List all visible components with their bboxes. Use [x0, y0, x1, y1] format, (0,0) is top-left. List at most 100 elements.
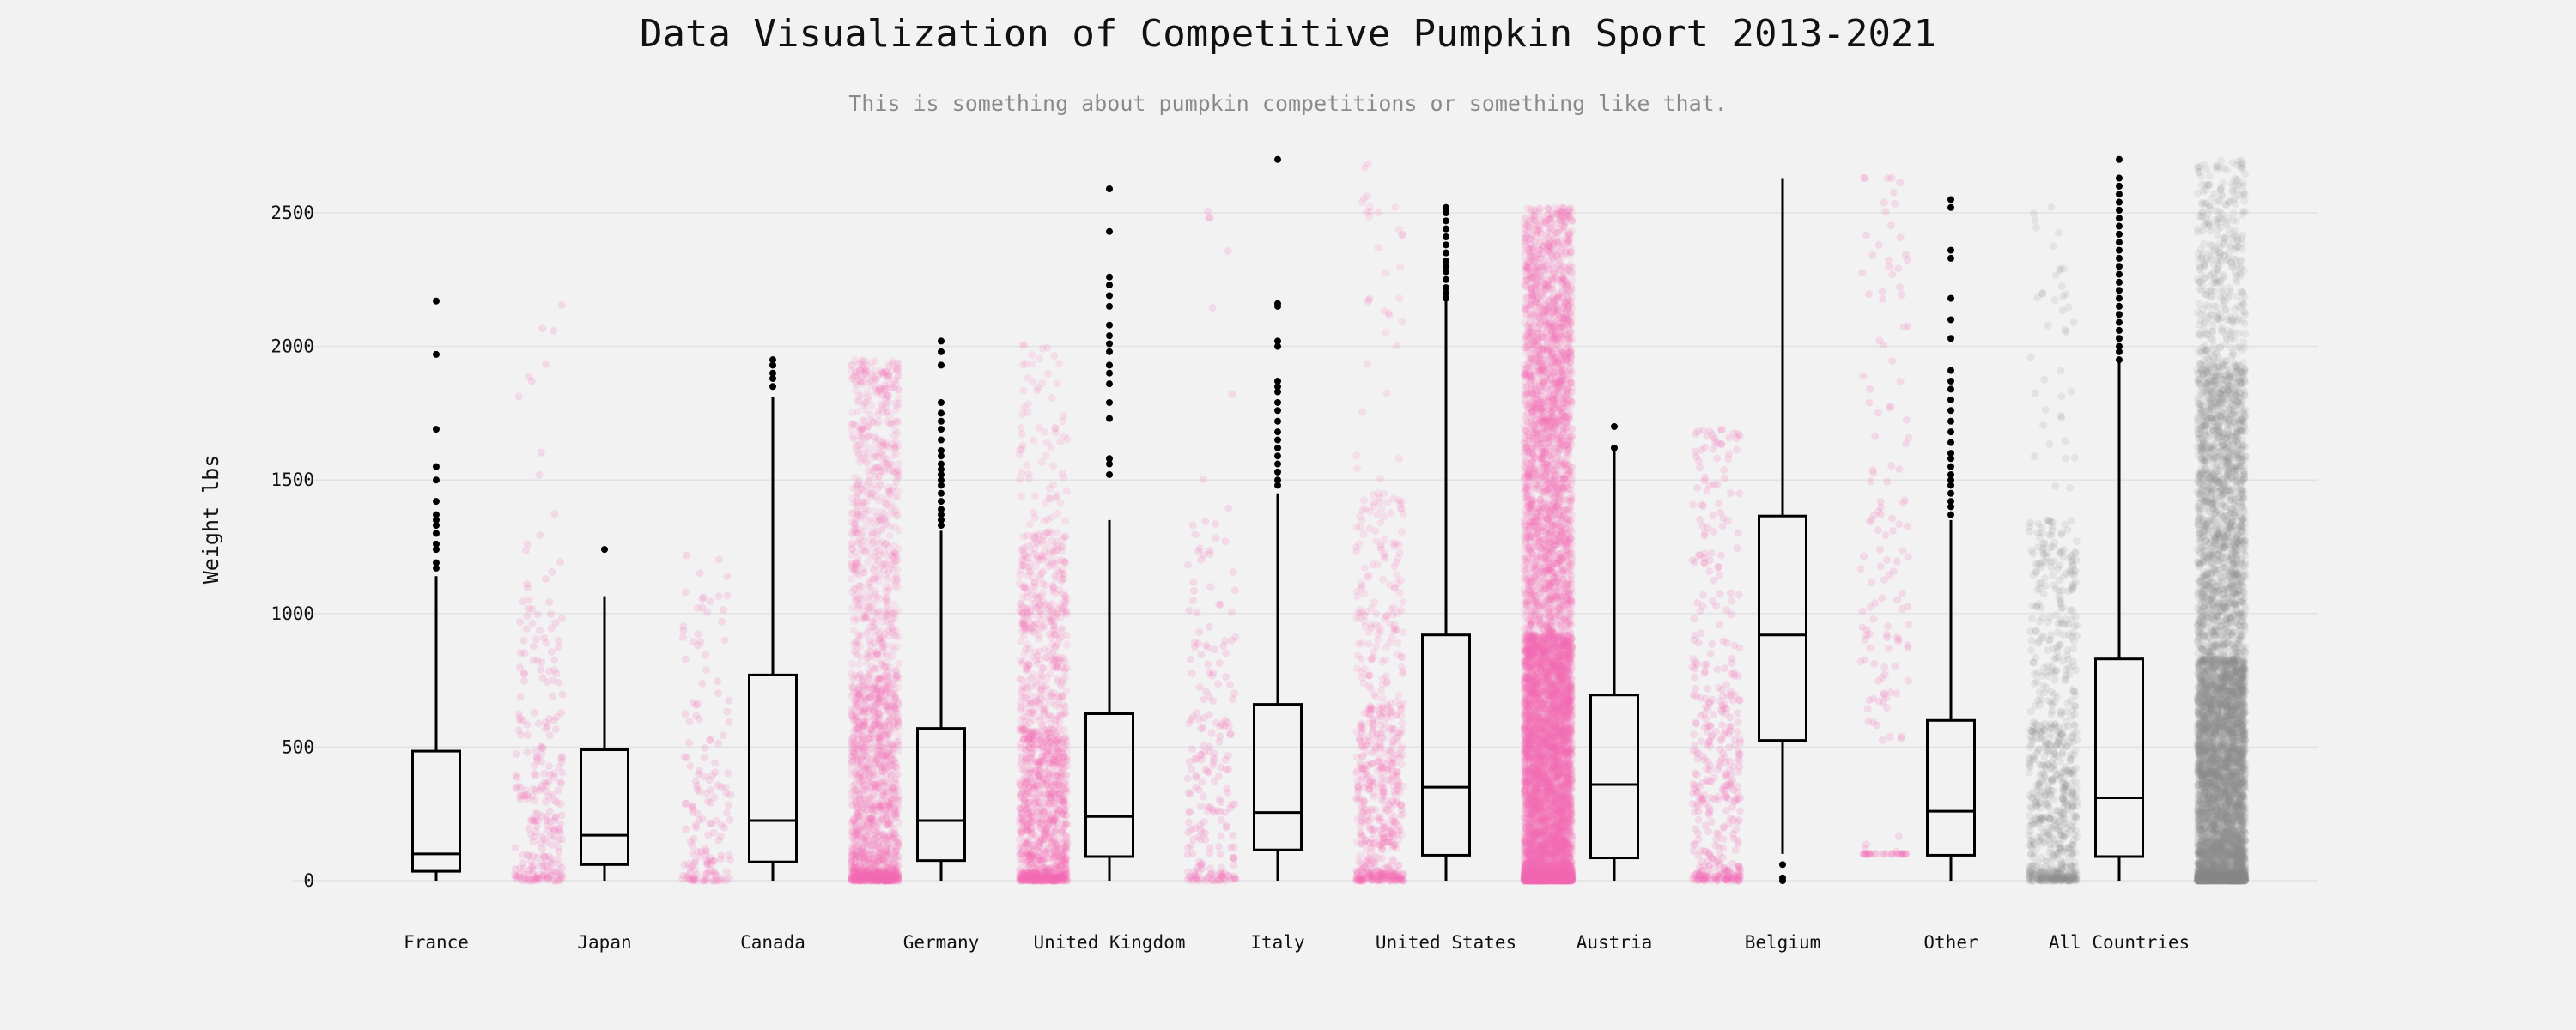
strip-point: [691, 701, 700, 709]
strip-point: [1387, 748, 1395, 757]
strip-point: [884, 371, 893, 379]
strip-point: [1018, 468, 1025, 476]
strip-point: [1018, 341, 1027, 349]
strip-point: [851, 562, 860, 571]
strip-point: [1352, 615, 1361, 623]
strip-point: [522, 625, 531, 633]
strip-point: [854, 391, 863, 400]
strip-point: [548, 824, 556, 833]
strip-point: [516, 783, 525, 791]
strip-point: [1204, 875, 1212, 883]
strip-point: [684, 860, 693, 869]
strip-point: [1021, 585, 1029, 593]
strip-point: [1197, 755, 1206, 764]
strip-point: [721, 783, 730, 791]
strip-point: [690, 865, 699, 874]
strip-point: [866, 855, 874, 863]
strip-point: [1206, 214, 1214, 222]
strip-point: [895, 659, 903, 668]
strip-point: [863, 868, 872, 876]
strip-point: [525, 876, 533, 885]
strip-point: [690, 834, 698, 843]
strip-point: [516, 663, 524, 672]
strip-point: [698, 603, 707, 612]
strip-point: [548, 860, 556, 869]
strip-point: [550, 666, 559, 675]
strip-point: [1209, 669, 1218, 677]
strip-point: [888, 357, 896, 366]
strip-point: [1049, 759, 1058, 767]
strip-point: [890, 507, 899, 516]
strip-point: [512, 784, 520, 792]
strip-point: [532, 753, 541, 761]
strip-point: [696, 569, 704, 578]
strip-point: [875, 551, 884, 560]
strip-point: [517, 731, 526, 740]
strip-point: [526, 866, 534, 875]
strip-point: [1016, 475, 1024, 483]
strip-point: [869, 735, 877, 743]
strip-united-kingdom: [1183, 207, 1240, 885]
strip-point: [1057, 692, 1066, 700]
strip-point: [878, 448, 886, 457]
strip-point: [867, 401, 876, 409]
strip-point: [1226, 681, 1234, 689]
strip-point: [1047, 750, 1055, 759]
strip-point: [1186, 790, 1194, 798]
strip-point: [535, 786, 544, 795]
strip-point: [689, 808, 697, 816]
strip-point: [1038, 664, 1047, 672]
strip-point: [870, 623, 878, 632]
strip-point: [1374, 629, 1382, 638]
strip-point: [1222, 672, 1230, 681]
strip-point: [856, 378, 865, 386]
strip-point: [693, 785, 702, 794]
strip-point: [1060, 664, 1069, 673]
strip-point: [1377, 686, 1386, 694]
strip-point: [555, 827, 563, 834]
strip-point: [882, 727, 890, 735]
strip-point: [1379, 575, 1388, 584]
strip-point: [679, 871, 688, 880]
strip-point: [884, 597, 892, 605]
strip-point: [1353, 766, 1362, 775]
strip-point: [1033, 803, 1041, 811]
strip-point: [1386, 817, 1394, 826]
strip-point: [887, 863, 896, 872]
strip-point: [870, 727, 878, 736]
strip-point: [1394, 861, 1403, 869]
strip-point: [1378, 854, 1387, 863]
strip-point: [532, 786, 540, 795]
strip-point: [886, 834, 895, 843]
strip-point: [1392, 697, 1400, 706]
strip-point: [702, 666, 710, 675]
strip-point: [694, 630, 702, 639]
strip-point: [558, 874, 567, 882]
strip-point: [516, 791, 525, 799]
strip-point: [1214, 772, 1223, 780]
strip-point: [714, 781, 722, 790]
strip-point: [688, 804, 696, 813]
strip-point: [702, 875, 710, 883]
strip-point: [1062, 640, 1071, 649]
strip-point: [1192, 875, 1200, 883]
strip-point: [704, 797, 712, 805]
strip-point: [866, 641, 875, 650]
strip-point: [696, 852, 704, 861]
strip-point: [1025, 754, 1034, 762]
strip-point: [1206, 864, 1214, 873]
strip-point: [884, 586, 893, 595]
strip-point: [545, 714, 554, 723]
strip-point: [1061, 842, 1070, 851]
strip-point: [867, 725, 876, 734]
strip-point: [1369, 491, 1377, 500]
strip-point: [1371, 692, 1380, 700]
strip-point: [693, 809, 702, 818]
strip-point: [529, 837, 538, 845]
strip-point: [528, 815, 537, 824]
strip-point: [1051, 864, 1060, 873]
strip-point: [710, 793, 718, 802]
strip-point: [708, 820, 716, 828]
strip-point: [678, 875, 687, 883]
strip-point: [1209, 761, 1217, 770]
